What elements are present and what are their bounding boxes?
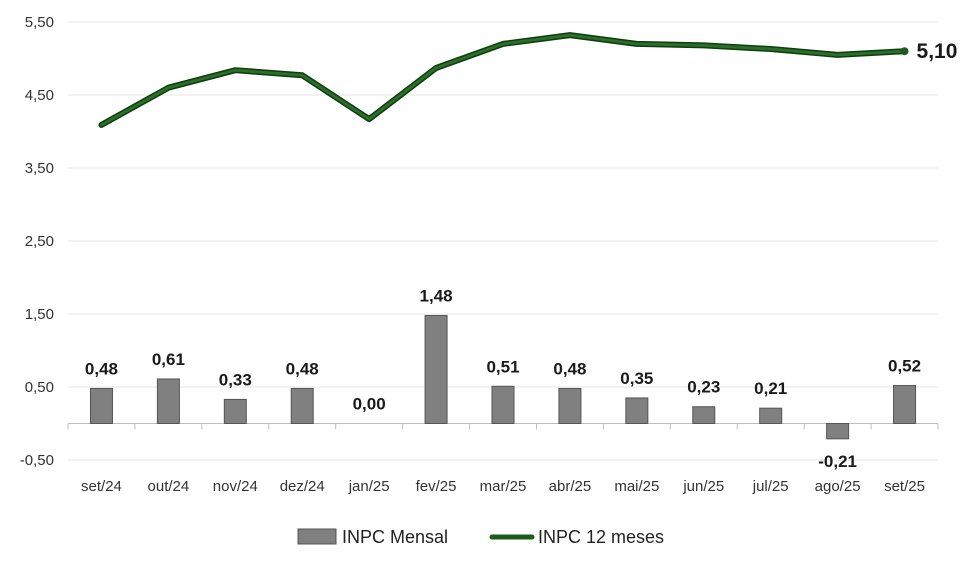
bar-data-label: 0,52 — [888, 357, 921, 376]
bar-data-label: 0,51 — [486, 357, 519, 376]
bar-data-label: 0,21 — [754, 379, 787, 398]
line-inpc-12-meses-shadow — [98, 32, 908, 128]
bar-inpc-mensal — [89, 387, 113, 424]
x-tick-label: ago/25 — [815, 478, 861, 495]
legend-label-line: INPC 12 meses — [538, 527, 664, 547]
x-tick-label: set/25 — [884, 478, 925, 495]
x-axis — [67, 423, 939, 430]
x-axis-ticks: set/24 out/24 nov/24 dez/24 jan/25 fev/25 mar/… — [81, 478, 925, 495]
bar-data-label: 0,48 — [85, 359, 118, 378]
bar-data-label: 0,35 — [620, 369, 653, 388]
bar-data-label: 0,61 — [152, 350, 185, 369]
bar-data-label: 0,48 — [553, 359, 586, 378]
bar-inpc-mensal — [692, 406, 716, 424]
line-inpc-12-meses — [99, 33, 907, 127]
y-tick-label: -0,50 — [20, 452, 54, 469]
y-tick-label: 0,50 — [25, 379, 54, 396]
y-tick-label: 1,50 — [25, 306, 54, 323]
x-tick-label: set/24 — [81, 478, 122, 495]
x-tick-label: out/24 — [148, 478, 190, 495]
x-tick-label: dez/24 — [280, 478, 325, 495]
legend: INPC Mensal INPC 12 meses — [297, 527, 664, 547]
legend-label-bar: INPC Mensal — [342, 527, 448, 547]
y-tick-label: 3,50 — [25, 160, 54, 177]
x-tick-label: jan/25 — [348, 478, 390, 495]
bar-data-label: -0,21 — [818, 452, 857, 471]
y-tick-label: 5,50 — [25, 14, 54, 31]
bar-inpc-mensal — [826, 423, 850, 440]
bar-inpc-mensal — [156, 378, 180, 424]
line-end-label: 5,10 — [917, 40, 958, 63]
line-series — [98, 32, 909, 128]
bar-inpc-mensal — [424, 314, 448, 424]
x-tick-label: jun/25 — [682, 478, 724, 495]
bar-inpc-mensal — [625, 397, 649, 425]
bar-inpc-mensal — [759, 407, 783, 425]
grid-layer — [68, 21, 938, 461]
bar-data-label: 0,23 — [687, 378, 720, 397]
bar-data-label: 0,00 — [353, 395, 386, 414]
x-tick-label: jul/25 — [752, 478, 789, 495]
bar-inpc-mensal — [491, 385, 515, 424]
bar-data-label: 1,48 — [420, 286, 453, 305]
y-tick-label: 2,50 — [25, 233, 54, 250]
x-tick-label: nov/24 — [213, 478, 258, 495]
bar-data-label: 0,48 — [286, 359, 319, 378]
x-tick-label: mai/25 — [614, 478, 659, 495]
legend-swatch-bar — [297, 528, 337, 545]
bar-series — [89, 314, 917, 440]
y-tick-label: 4,50 — [25, 87, 54, 104]
bar-inpc-mensal — [290, 387, 314, 424]
x-tick-label: mar/25 — [480, 478, 527, 495]
line-end-point — [900, 47, 909, 56]
bar-inpc-mensal — [893, 385, 917, 425]
x-tick-label: fev/25 — [416, 478, 457, 495]
data-labels: 0,48 0,61 0,33 0,48 0,00 1,48 0,51 0,48 0,35 0,23… — [85, 40, 957, 471]
bar-inpc-mensal — [223, 398, 247, 425]
bar-data-label: 0,33 — [219, 370, 252, 389]
bar-inpc-mensal — [558, 387, 582, 424]
y-axis-ticks: -0,50 0,50 1,50 2,50 3,50 4,50 5,50 — [20, 14, 54, 469]
x-tick-label: abr/25 — [549, 478, 592, 495]
